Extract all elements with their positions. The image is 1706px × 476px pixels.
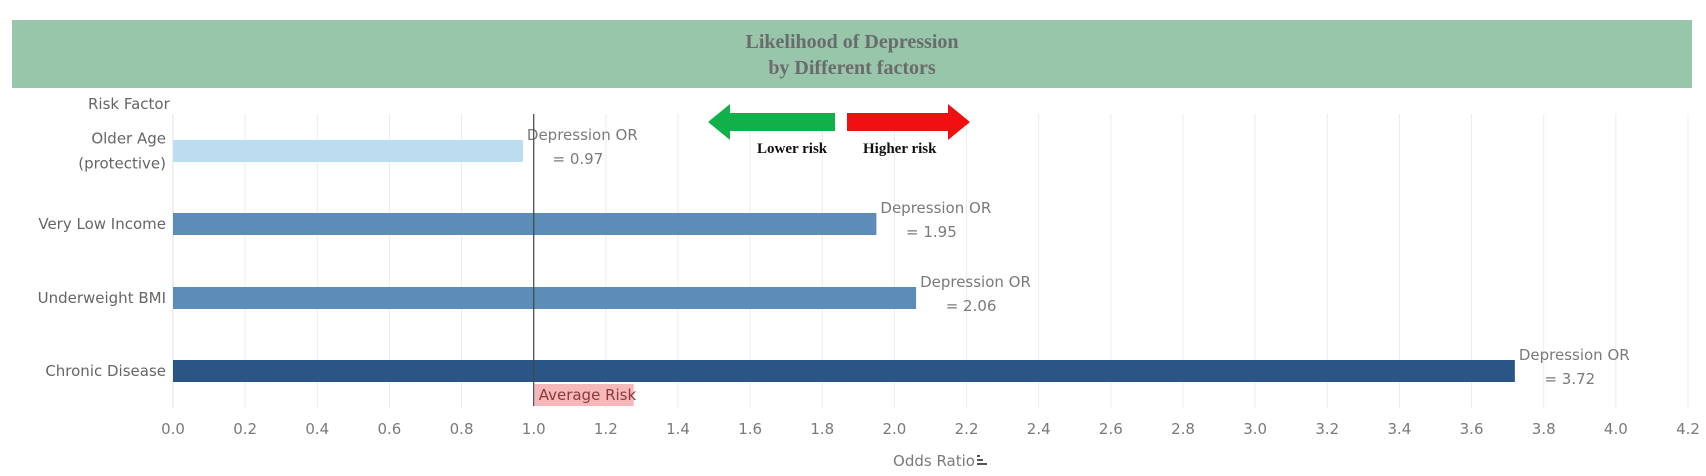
- average-risk-label: Average Risk: [539, 386, 637, 404]
- x-tick-label: 2.0: [882, 420, 906, 438]
- bars-group: [173, 140, 1515, 382]
- row-label: Older Age: [91, 130, 166, 148]
- data-label: Depression OR: [920, 273, 1031, 291]
- x-tick-label: 3.6: [1460, 420, 1484, 438]
- grid-lines: [172, 114, 1689, 408]
- chart-title-line-2: by Different factors: [768, 57, 936, 79]
- x-axis-title: Odds Ratio: [893, 452, 975, 470]
- row-label: (protective): [78, 155, 166, 173]
- x-tick-label: 2.2: [955, 420, 979, 438]
- x-tick-label: 3.4: [1387, 420, 1411, 438]
- lower-risk-arrow-icon: [708, 104, 835, 140]
- bar[interactable]: [173, 140, 523, 162]
- higher-risk-label: Higher risk: [863, 141, 937, 157]
- title-band: [12, 20, 1692, 88]
- chart-title-line-1: Likelihood of Depression: [746, 31, 959, 53]
- x-tick-label: 3.0: [1243, 420, 1267, 438]
- x-tick-label: 2.6: [1099, 420, 1123, 438]
- x-tick-label: 2.8: [1171, 420, 1195, 438]
- average-risk-badge: [534, 384, 634, 406]
- row-label: Very Low Income: [38, 215, 166, 233]
- x-tick-label: 0.8: [450, 420, 474, 438]
- y-axis-title: Risk Factor: [88, 95, 171, 113]
- bar[interactable]: [173, 287, 917, 309]
- data-label: = 2.06: [946, 297, 997, 315]
- data-label: = 1.95: [906, 223, 957, 241]
- x-tick-label: 1.0: [522, 420, 546, 438]
- risk-legend: Lower risk Higher risk: [708, 104, 970, 157]
- x-tick-label: 0.2: [233, 420, 257, 438]
- x-tick-label: 4.2: [1676, 420, 1700, 438]
- data-label: Depression OR: [880, 199, 991, 217]
- row-label: Underweight BMI: [38, 289, 166, 307]
- x-tick-label: 1.2: [594, 420, 618, 438]
- x-tick-label: 0.0: [161, 420, 185, 438]
- x-tick-label: 0.4: [305, 420, 329, 438]
- x-tick-label: 2.4: [1027, 420, 1051, 438]
- row-label: Chronic Disease: [45, 362, 166, 380]
- x-tick-label: 1.4: [666, 420, 690, 438]
- sort-icon[interactable]: [977, 455, 987, 465]
- x-tick-label: 1.8: [810, 420, 834, 438]
- data-label: Depression OR: [1519, 346, 1630, 364]
- x-tick-label: 1.6: [738, 420, 762, 438]
- bar[interactable]: [173, 213, 877, 235]
- data-label: Depression OR: [527, 126, 638, 144]
- x-tick-label: 3.2: [1315, 420, 1339, 438]
- data-labels: Depression OR = 0.97 Depression OR = 1.95 De…: [527, 126, 1630, 388]
- reference-line-group: Average Risk: [533, 114, 637, 406]
- higher-risk-arrow-icon: [847, 104, 970, 140]
- x-tick-label: 0.6: [377, 420, 401, 438]
- data-label: = 0.97: [553, 150, 604, 168]
- x-tick-label: 3.8: [1532, 420, 1556, 438]
- bar[interactable]: [173, 360, 1515, 382]
- x-tick-labels: 0.0 0.2 0.4 0.6 0.8 1.0 1.2 1.4 1.6 1.8 2.0 2.2 2.4 2…: [161, 420, 1700, 438]
- x-tick-label: 4.0: [1604, 420, 1628, 438]
- row-labels: Older Age (protective) Very Low Income Unde…: [38, 130, 166, 381]
- data-label: = 3.72: [1544, 370, 1595, 388]
- lower-risk-label: Lower risk: [757, 141, 828, 157]
